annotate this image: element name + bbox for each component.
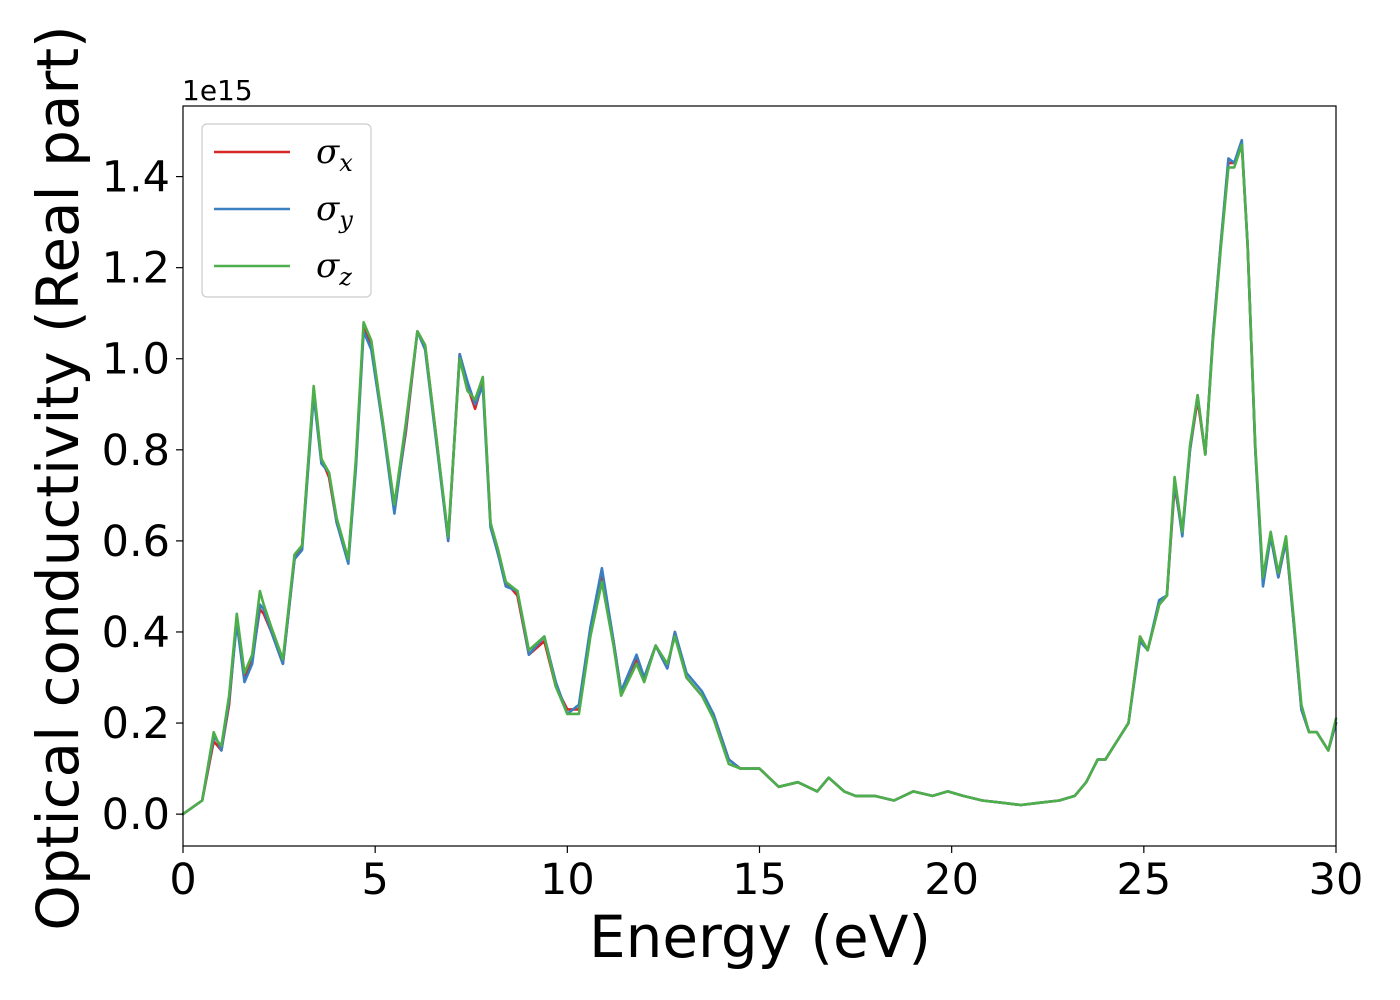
x-tick-label: 20	[924, 855, 979, 905]
y-tick-label: 1.2	[102, 244, 170, 294]
y-axis-title: Optical conductivity (Real part)	[24, 25, 92, 930]
legend-label: σz	[316, 246, 352, 291]
x-tick-label: 10	[540, 855, 595, 905]
series-lines	[181, 138, 1338, 816]
y-tick-label: 1.0	[102, 335, 170, 385]
series-line-z	[181, 143, 1338, 816]
legend-label: σy	[316, 189, 353, 234]
y-tick-label: 0.8	[102, 426, 170, 476]
legend-label: σx	[316, 132, 353, 177]
y-offset-label: 1e15	[182, 74, 253, 107]
x-axis-title: Energy (eV)	[589, 903, 931, 971]
y-tick-label: 0.6	[102, 517, 170, 567]
plot-background	[183, 106, 1336, 846]
y-tick-label: 0.2	[102, 699, 170, 749]
legend: σx σy σz	[201, 123, 372, 298]
y-tick-label: 1.4	[102, 153, 170, 203]
x-tick-label: 25	[1116, 855, 1171, 905]
y-tick-label: 0.4	[102, 608, 170, 658]
x-tick-label: 30	[1309, 855, 1364, 905]
y-tick-label: 0.0	[102, 790, 170, 840]
legend-box	[201, 123, 372, 298]
ticks: 0 5 10 15 20 25 30 0.0 0.2 0.4 0.6 0.8 1.0 1.2 1.4	[102, 153, 1364, 905]
plot-area	[183, 106, 1336, 846]
x-tick-label: 0	[169, 855, 196, 905]
x-tick-label: 15	[732, 855, 787, 905]
x-tick-label: 5	[361, 855, 388, 905]
